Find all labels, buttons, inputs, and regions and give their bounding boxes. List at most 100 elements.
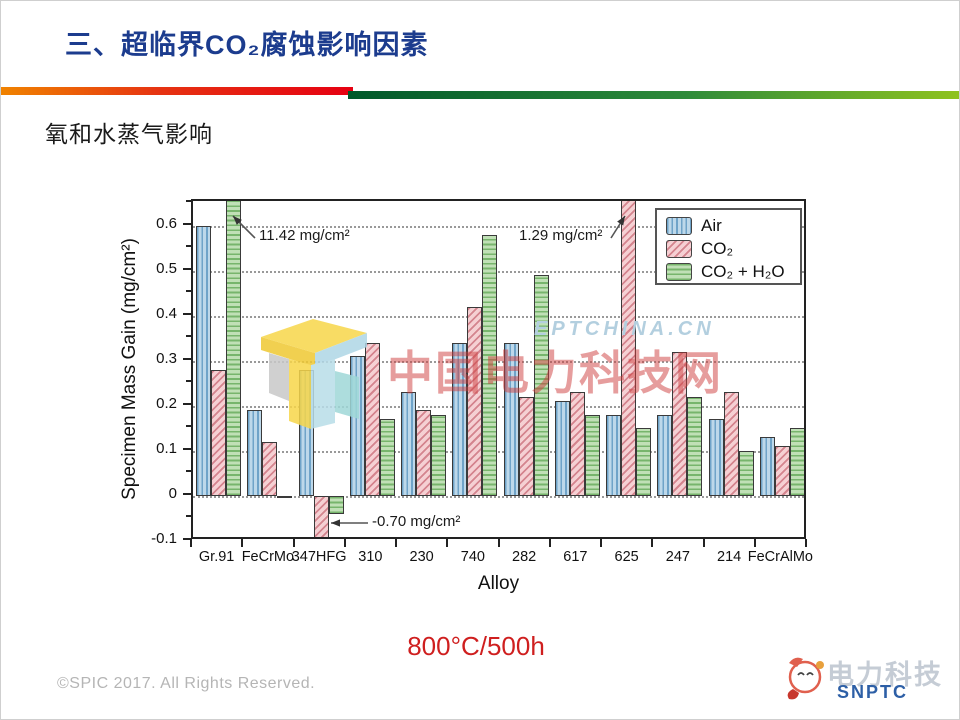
y-tick-label: 0.5	[156, 259, 177, 277]
x-tick-label-FeCrMo: FeCrMo	[241, 549, 295, 565]
legend-swatch-co2-h2o-icon	[666, 263, 692, 281]
y-minor-tick	[186, 290, 191, 293]
bar-625-CO₂ + H₂O	[636, 428, 652, 496]
x-tick	[497, 539, 500, 547]
y-tick	[183, 222, 191, 225]
y-tick	[183, 312, 191, 315]
legend-item-co2: CO₂	[666, 238, 800, 260]
y-tick	[183, 538, 191, 540]
x-tick-label-740: 740	[460, 549, 485, 565]
y-tick	[183, 357, 191, 360]
mascot-icon	[787, 657, 824, 700]
legend-swatch-air-icon	[666, 217, 692, 235]
bar-625-Air	[606, 414, 622, 496]
x-tick	[343, 539, 346, 547]
x-tick	[446, 539, 449, 547]
bar-Gr.91-Air	[196, 225, 212, 496]
test-condition-label: 800°C/500h	[407, 631, 545, 661]
x-tick-label-FeCrAlMo: FeCrAlMo	[747, 549, 814, 565]
y-tick	[183, 267, 191, 270]
x-tick-label-310: 310	[358, 549, 383, 565]
y-tick-label: 0.1	[156, 439, 177, 457]
x-tick-label-247: 247	[665, 549, 690, 565]
bar-FeCrMo-CO₂	[262, 441, 278, 496]
y-minor-tick	[186, 335, 191, 338]
page-title: 三、超临界CO₂腐蚀影响因素	[65, 30, 429, 60]
y-minor-tick	[186, 425, 191, 428]
x-tick-label-625: 625	[614, 549, 639, 565]
y-minor-tick	[186, 380, 191, 383]
bar-FeCrAlMo-CO₂ + H₂O	[789, 428, 804, 496]
bar-310-CO₂	[364, 342, 380, 496]
gridline-y-0.4	[193, 315, 804, 318]
x-tick	[548, 539, 551, 547]
x-tick-label-Gr.91: Gr.91	[198, 549, 235, 565]
x-tick	[753, 539, 756, 547]
bar-FeCrMo-Air	[247, 410, 263, 496]
x-tick	[292, 539, 295, 547]
gridline-y-0.2	[193, 405, 804, 408]
y-tick-label: 0.2	[156, 394, 177, 412]
bar-chart-figure: Specimen Mass Gain (mg/cm²) Air CO₂ CO₂ …	[119, 191, 831, 603]
annotation-text: 1.29 mg/cm²	[519, 227, 603, 244]
plot-area: Air CO₂ CO₂ + H₂O 11.42 mg/cm² 1.29 mg/cm…	[191, 199, 806, 539]
x-tick-label-282: 282	[512, 549, 537, 565]
annotation-text: 11.42 mg/cm²	[259, 227, 350, 244]
legend-item-co2-h2o: CO₂ + H₂O	[666, 261, 800, 283]
y-tick-label: 0	[168, 484, 177, 502]
x-axis-label: Alloy	[477, 573, 520, 594]
copyright-text: ©SPIC 2017. All Rights Reserved.	[57, 675, 316, 692]
bar-310-Air	[349, 356, 365, 496]
bar-740-CO₂	[467, 306, 483, 496]
y-tick-label: 0.4	[156, 304, 177, 322]
bar-617-CO₂	[569, 392, 585, 496]
bar-230-Air	[401, 392, 417, 496]
bar-282-CO₂ + H₂O	[533, 275, 549, 496]
bar-214-CO₂ + H₂O	[738, 450, 754, 496]
bar-740-Air	[452, 342, 468, 496]
bar-310-CO₂ + H₂O	[379, 419, 395, 496]
gridline-y-0.6	[193, 225, 804, 228]
bar-FeCrMo-CO₂ + H₂O	[277, 495, 293, 498]
bar-214-Air	[708, 419, 724, 496]
y-minor-tick	[186, 245, 191, 248]
x-tick-label-617: 617	[563, 549, 588, 565]
legend-swatch-co2-icon	[666, 240, 692, 258]
bar-Gr.91-CO₂	[211, 369, 227, 496]
y-tick	[183, 492, 191, 495]
y-tick-label: 0.3	[156, 349, 177, 367]
gridline-y-0.5	[193, 270, 804, 273]
x-tick	[702, 539, 705, 547]
x-tick	[241, 539, 244, 547]
divider-rule-red	[1, 87, 353, 95]
x-tick-label-230: 230	[409, 549, 434, 565]
bar-282-CO₂	[518, 396, 534, 496]
annotation-text: -0.70 mg/cm²	[372, 513, 461, 530]
section-subtitle: 氧和水蒸气影响	[45, 121, 213, 147]
bar-740-CO₂ + H₂O	[482, 234, 498, 496]
bar-347HFG-CO₂	[313, 495, 329, 537]
bar-230-CO₂	[416, 410, 432, 496]
x-tick	[395, 539, 397, 547]
bar-625-CO₂	[621, 201, 637, 496]
bar-347HFG-CO₂ + H₂O	[328, 495, 344, 514]
y-tick	[183, 447, 191, 450]
x-tick	[600, 539, 602, 547]
legend-item-air: Air	[666, 215, 800, 237]
y-tick	[183, 402, 191, 405]
bar-247-CO₂ + H₂O	[687, 396, 703, 496]
x-tick	[651, 539, 654, 547]
bar-247-CO₂	[672, 351, 688, 496]
bar-230-CO₂ + H₂O	[431, 414, 447, 496]
bar-617-CO₂ + H₂O	[584, 414, 600, 496]
x-tick	[805, 539, 807, 547]
bar-FeCrAlMo-CO₂	[774, 446, 790, 496]
y-minor-tick	[186, 515, 191, 518]
footer-logo-cn-text: 电力科技	[827, 660, 943, 690]
y-tick-label: -0.1	[151, 530, 177, 547]
gridline-y-0	[193, 495, 804, 498]
bar-617-Air	[554, 401, 570, 496]
y-minor-tick	[186, 470, 191, 473]
divider-rule-green	[348, 91, 959, 99]
